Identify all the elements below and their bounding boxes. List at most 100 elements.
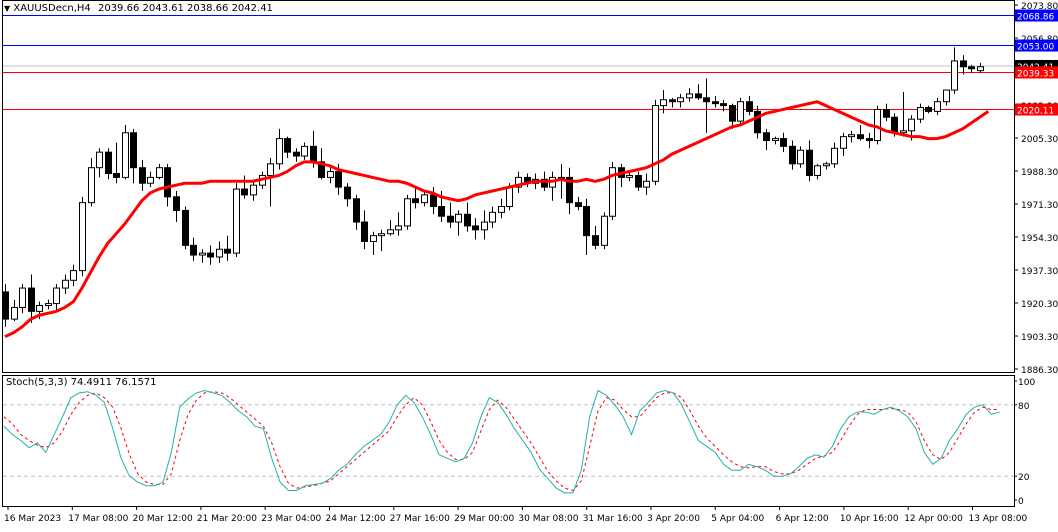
time-tick-label: 3 Apr 20:00 xyxy=(647,514,700,524)
candle xyxy=(900,130,907,134)
level-price-label xyxy=(1015,103,1058,116)
candle xyxy=(310,145,317,163)
time-tick-label: 17 Mar 08:00 xyxy=(68,514,128,524)
stoch-main-line xyxy=(3,389,1000,494)
candle xyxy=(361,221,368,242)
candle xyxy=(387,229,394,235)
time-tick-label: 29 Mar 00:00 xyxy=(454,514,514,524)
time-tick-label: 20 Mar 12:00 xyxy=(133,514,193,524)
stoch-plot-frame xyxy=(2,375,1015,507)
level-price-label xyxy=(1015,9,1058,22)
candle xyxy=(147,176,154,184)
candlesticks xyxy=(2,47,984,327)
candle xyxy=(62,279,69,289)
candle xyxy=(720,103,727,107)
candle xyxy=(677,97,684,103)
candle xyxy=(276,138,283,165)
candle xyxy=(925,107,932,112)
candle xyxy=(344,186,351,200)
price-tick-label: 2005.30 xyxy=(1021,135,1058,145)
candle xyxy=(669,99,676,103)
candle xyxy=(814,165,821,176)
candle xyxy=(455,213,462,223)
stoch-tick-label: 100 xyxy=(1018,378,1035,388)
candle xyxy=(267,163,274,176)
candle xyxy=(789,145,796,165)
candle xyxy=(207,252,214,258)
candle xyxy=(447,215,454,223)
candle xyxy=(96,151,103,169)
candle xyxy=(848,134,855,138)
time-tick-label: 6 Apr 12:00 xyxy=(776,514,829,524)
candle xyxy=(472,225,479,231)
moving-average-line xyxy=(4,100,990,338)
stoch-signal-line xyxy=(3,391,1000,492)
candle xyxy=(19,287,26,308)
candle xyxy=(233,188,240,254)
price-tick-label: 1903.30 xyxy=(1021,333,1058,343)
candle xyxy=(139,167,146,184)
time-tick-label: 30 Mar 08:00 xyxy=(518,514,578,524)
candle xyxy=(874,108,881,142)
candle xyxy=(908,118,915,132)
stoch-tick-label: 20 xyxy=(1018,473,1030,483)
candle xyxy=(754,110,761,134)
candle xyxy=(943,89,950,103)
svg-text:2039.33: 2039.33 xyxy=(1017,70,1054,80)
candle xyxy=(301,145,308,157)
svg-text:2020.11: 2020.11 xyxy=(1017,107,1054,117)
candle xyxy=(917,107,924,120)
candle xyxy=(404,198,411,227)
candle xyxy=(883,108,890,118)
candle xyxy=(866,138,873,142)
symbol-label: XAUUSDecn,H4 xyxy=(13,3,91,14)
candle xyxy=(156,167,163,178)
candle xyxy=(11,306,18,320)
candle xyxy=(164,167,171,198)
candle xyxy=(780,138,787,147)
candle xyxy=(284,138,291,153)
candle xyxy=(224,248,231,254)
candle xyxy=(968,66,975,70)
candle xyxy=(421,194,428,204)
time-tick-label: 27 Mar 16:00 xyxy=(390,514,450,524)
candle xyxy=(660,99,667,107)
candle xyxy=(823,163,830,167)
candle xyxy=(729,105,736,122)
candle xyxy=(840,136,847,149)
candle xyxy=(592,235,599,246)
price-tick-label: 1920.30 xyxy=(1021,300,1058,310)
stoch-tick-label: 0 xyxy=(1018,497,1024,507)
candle xyxy=(489,211,496,223)
candle xyxy=(635,174,642,188)
candle xyxy=(45,303,52,307)
candle xyxy=(53,287,60,305)
candle xyxy=(2,291,9,320)
ohlc-values: 2039.66 2043.61 2038.66 2042.41 xyxy=(97,3,273,14)
candle xyxy=(70,270,77,281)
svg-text:2068.86: 2068.86 xyxy=(1017,13,1054,23)
stoch-tick-label: 80 xyxy=(1018,402,1030,412)
time-tick-label: 13 Apr 08:00 xyxy=(969,514,1028,524)
candle xyxy=(960,60,967,68)
candle xyxy=(891,116,898,134)
svg-text:2053.00: 2053.00 xyxy=(1017,43,1054,53)
candle xyxy=(797,149,804,165)
price-tick-label: 1971.30 xyxy=(1021,201,1058,211)
triangle-down-icon[interactable]: ▼ xyxy=(4,4,11,13)
price-tick-label: 1886.30 xyxy=(1021,366,1058,376)
price-tick-label: 1988.30 xyxy=(1021,168,1058,178)
candle xyxy=(438,206,445,217)
time-tick-label: 16 Mar 2023 xyxy=(4,514,61,524)
time-tick-label: 12 Apr 00:00 xyxy=(904,514,963,524)
price-tick-label: 2073.80 xyxy=(1021,2,1058,12)
candle xyxy=(506,186,513,208)
candle xyxy=(36,305,43,312)
candle xyxy=(335,171,342,188)
candle xyxy=(430,194,437,208)
time-tick-label: 23 Mar 04:00 xyxy=(261,514,321,524)
candle xyxy=(412,198,419,204)
candle xyxy=(977,66,984,72)
